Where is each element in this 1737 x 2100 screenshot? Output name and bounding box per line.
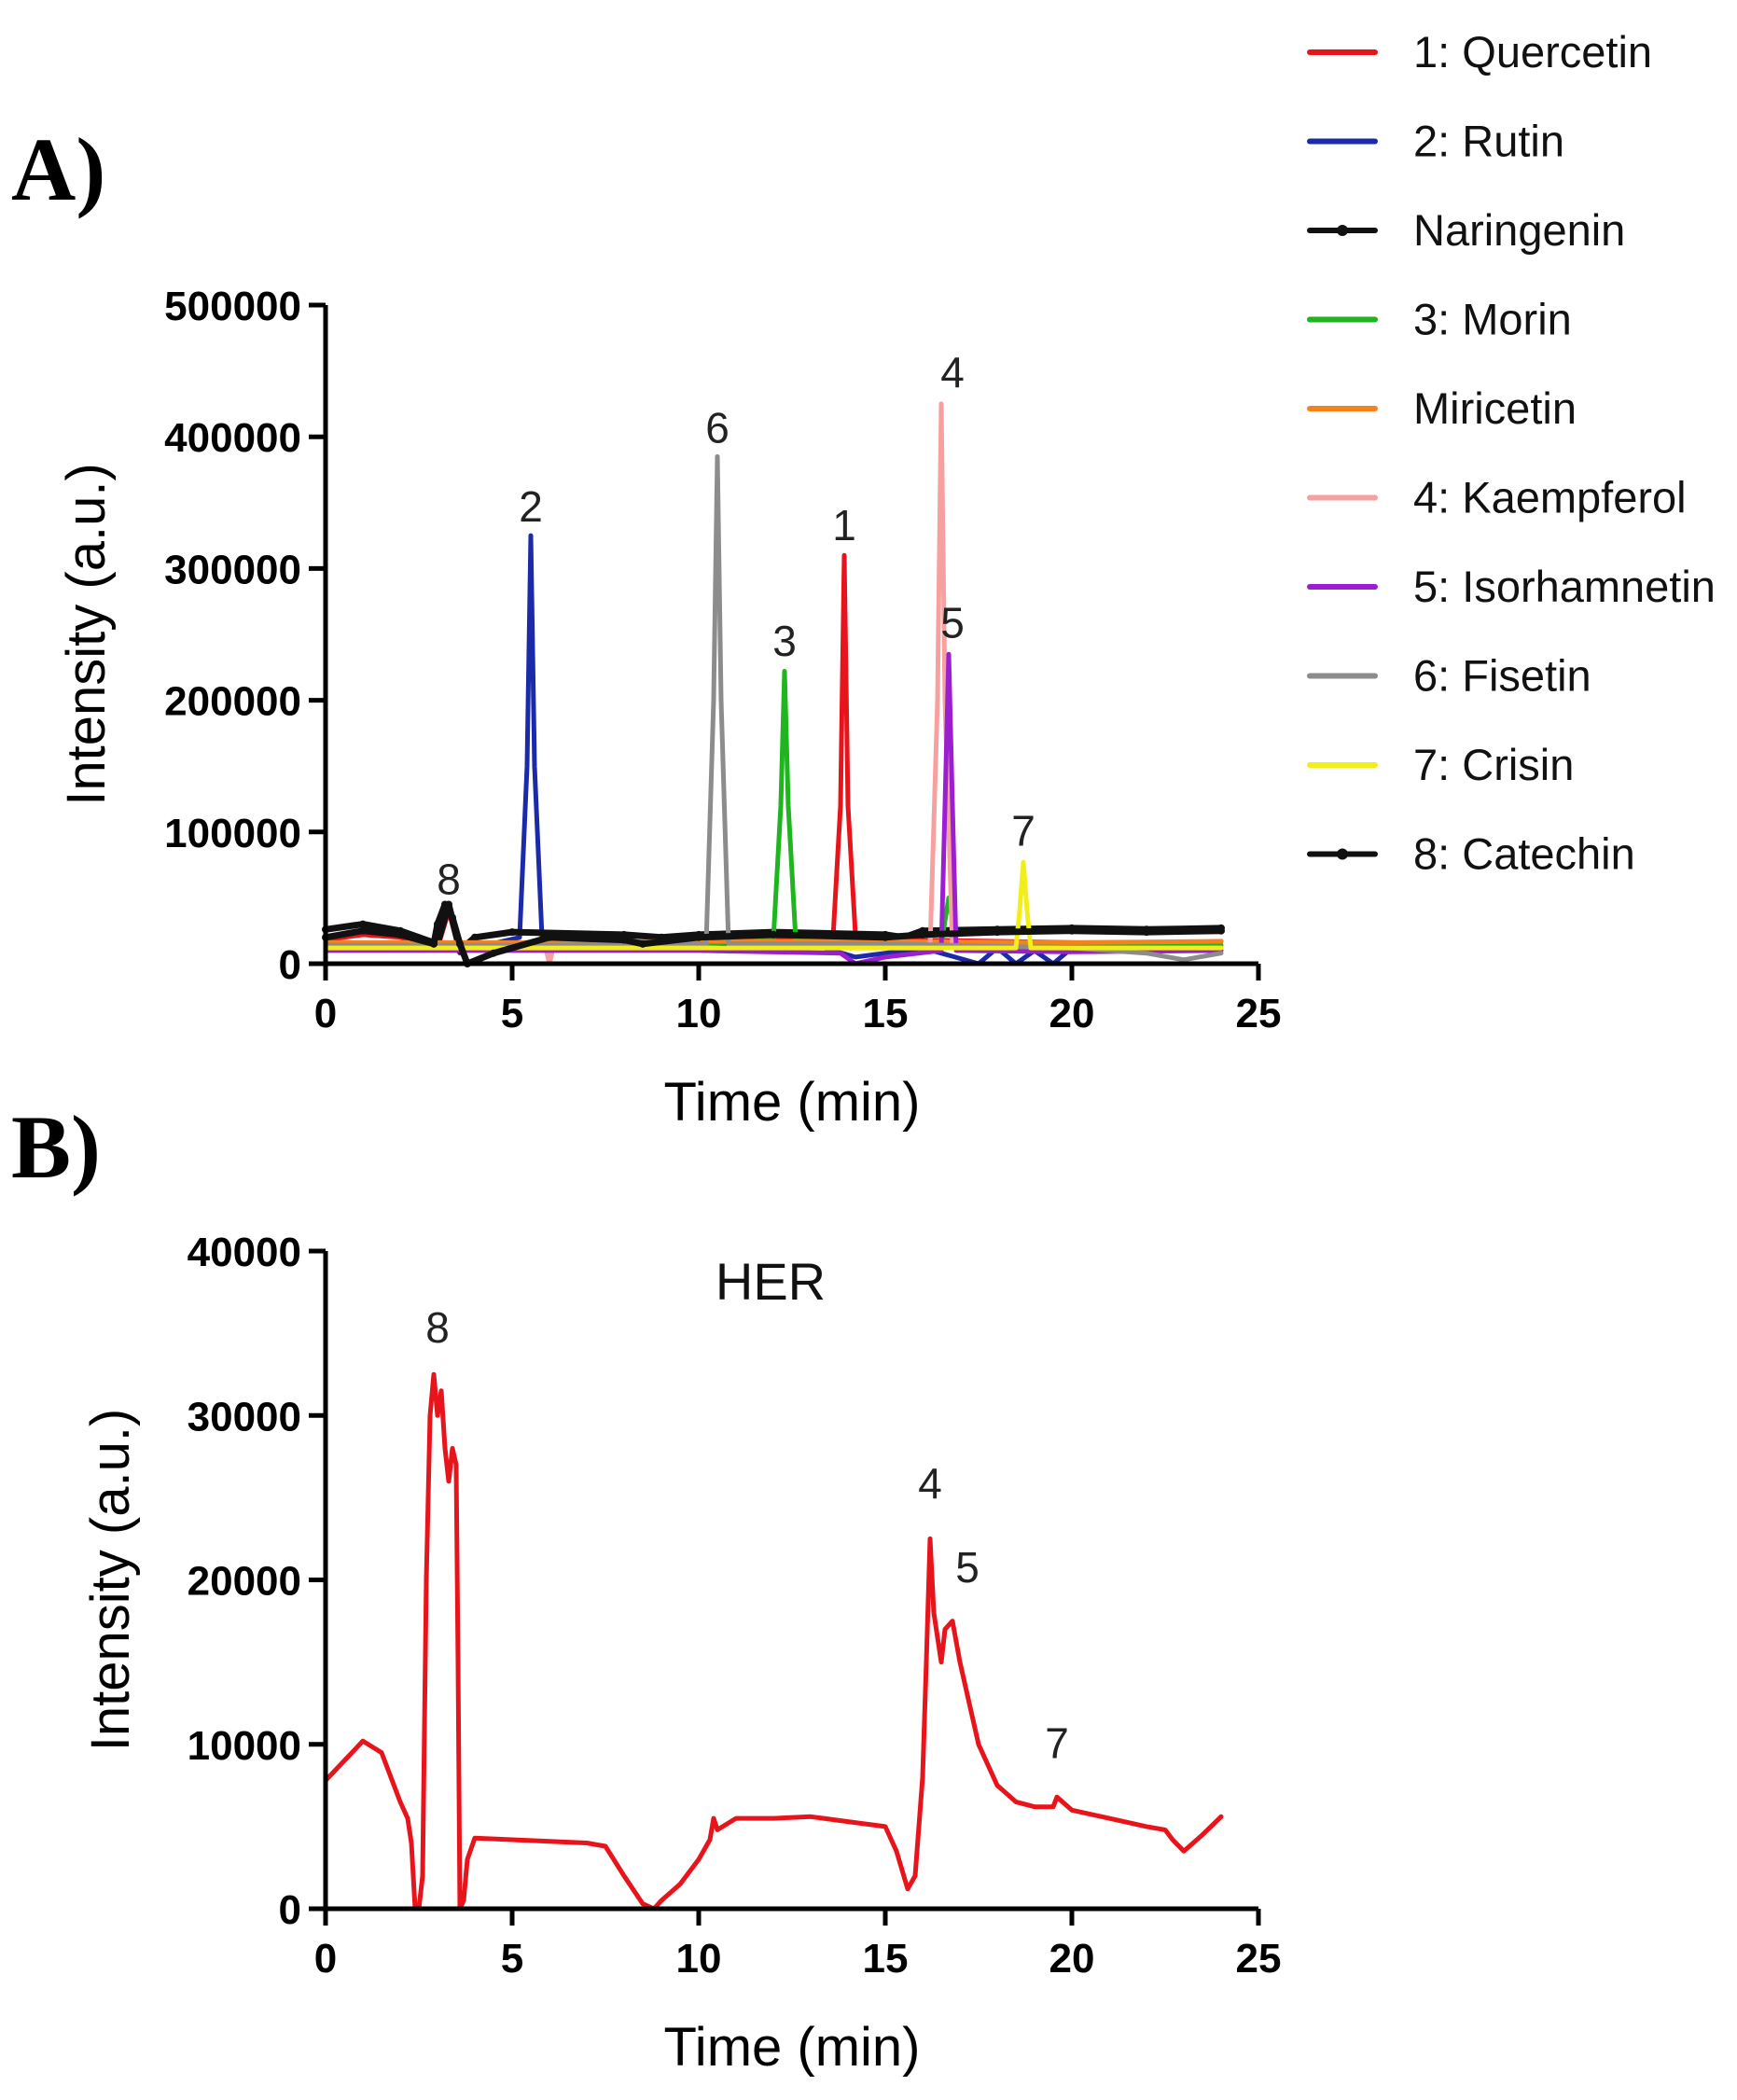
series-point — [441, 900, 449, 909]
series-point — [456, 939, 464, 948]
x-tick-label: 20 — [1049, 1936, 1095, 1982]
peak-label: 4 — [918, 1459, 942, 1508]
legend-label: 8: Catechin — [1413, 829, 1635, 879]
x-tick-label: 10 — [676, 1936, 722, 1982]
legend-item: 3: Morin — [1307, 295, 1572, 344]
series-line-7-crisin — [323, 859, 1224, 951]
x-tick-label: 20 — [1049, 991, 1095, 1036]
series-point — [449, 913, 456, 922]
series-point — [1143, 928, 1150, 937]
y-tick-label: 0 — [279, 942, 301, 988]
legend-label: 6: Fisetin — [1413, 651, 1591, 701]
series-point — [490, 949, 497, 957]
legend-item: 1: Quercetin — [1307, 27, 1652, 76]
y-axis-title: Intensity (a.u.) — [56, 463, 117, 805]
legend-item: 5: Isorhamnetin — [1307, 562, 1716, 611]
legend-marker — [1337, 225, 1348, 236]
legend-item: Miricetin — [1307, 383, 1577, 433]
series-point — [770, 930, 777, 939]
series-point — [882, 933, 889, 941]
legend-item: 8: Catechin — [1307, 829, 1635, 879]
y-tick-label: 400000 — [164, 415, 301, 461]
series-point — [639, 939, 646, 948]
x-tick-label: 0 — [314, 991, 337, 1036]
y-tick-label: 20000 — [188, 1559, 301, 1605]
peak-label: 4 — [940, 348, 965, 396]
legend-label: 2: Rutin — [1413, 117, 1564, 166]
series-point — [359, 926, 367, 935]
x-tick-label: 0 — [314, 1936, 337, 1982]
legend: 1: Quercetin 2: Rutin Naringenin 3: Morin Mi… — [1307, 27, 1716, 879]
legend-item: 6: Fisetin — [1307, 651, 1591, 701]
y-tick-label: 40000 — [188, 1230, 301, 1275]
y-tick-label: 0 — [279, 1887, 301, 1933]
legend-marker — [1337, 848, 1348, 860]
y-tick-label: 500000 — [164, 284, 301, 329]
legend-label: 7: Crisin — [1413, 740, 1574, 789]
peak-label: 5 — [940, 598, 965, 647]
y-tick-label: 300000 — [164, 547, 301, 592]
series-point — [396, 930, 404, 939]
series-point — [919, 930, 926, 939]
legend-label: 5: Isorhamnetin — [1413, 562, 1716, 611]
x-tick-label: 15 — [863, 991, 909, 1036]
x-tick-label: 15 — [863, 1936, 909, 1982]
x-tick-label: 10 — [676, 991, 722, 1036]
series-group — [323, 1371, 1224, 1912]
legend-item: 4: Kaempferol — [1307, 473, 1687, 522]
series-point — [1217, 926, 1225, 935]
series-point — [430, 939, 438, 948]
panel-b: B) 0 5 10 15 20 25 0 10000 20000 30000 40000 Time (m… — [11, 1097, 1281, 2078]
legend-label: 4: Kaempferol — [1413, 473, 1687, 522]
series-point — [1068, 926, 1076, 935]
legend-item: Naringenin — [1307, 205, 1625, 255]
series-line-3-morin — [323, 669, 1224, 948]
x-tick-label: 25 — [1236, 1936, 1282, 1982]
legend-label: Naringenin — [1413, 205, 1625, 255]
series-point — [994, 928, 1001, 937]
y-tick-label: 200000 — [164, 679, 301, 725]
series-line-her — [323, 1371, 1224, 1912]
y-tick-label: 10000 — [188, 1723, 301, 1769]
x-tick-label: 5 — [501, 1936, 523, 1982]
x-tick-label: 5 — [501, 991, 523, 1036]
panel-label: A) — [11, 119, 105, 219]
series-point — [620, 930, 628, 939]
legend-label: 3: Morin — [1413, 295, 1572, 344]
series-point — [546, 933, 553, 941]
legend-item: 7: Crisin — [1307, 740, 1574, 789]
x-axis-title: Time (min) — [664, 2017, 921, 2078]
y-tick-label: 30000 — [188, 1394, 301, 1439]
legend-label: Miricetin — [1413, 383, 1577, 433]
peak-label: 2 — [519, 482, 543, 531]
x-tick-label: 25 — [1236, 991, 1282, 1036]
series-point — [695, 933, 702, 941]
peak-label: 7 — [1011, 806, 1035, 855]
legend-item: 2: Rutin — [1307, 117, 1564, 166]
series-point — [434, 920, 441, 928]
chart-title: HER — [716, 1252, 826, 1311]
panel-a: A)0 5 10 15 20 250100000200000300000400000500… — [11, 119, 1281, 1133]
series-point — [471, 933, 479, 941]
y-axis-title: Intensity (a.u.) — [80, 1409, 141, 1751]
peak-label: 7 — [1045, 1719, 1069, 1768]
y-tick-label: 100000 — [164, 811, 301, 856]
legend-label: 1: Quercetin — [1413, 27, 1652, 76]
peak-label: 5 — [955, 1543, 980, 1592]
peak-label: 8 — [437, 855, 461, 904]
series-group — [322, 401, 1225, 967]
peak-label: 1 — [832, 501, 856, 549]
x-axis-title: Time (min) — [664, 1072, 921, 1133]
peak-label: 8 — [425, 1303, 450, 1352]
series-point — [508, 928, 516, 937]
series-point — [359, 920, 367, 928]
peak-label: 3 — [772, 617, 797, 665]
series-point — [620, 936, 628, 944]
series-line-6-fisetin — [323, 453, 1224, 963]
peak-label: 6 — [705, 403, 730, 452]
panel-label: B) — [11, 1097, 101, 1197]
series-line-miricetin — [323, 939, 1224, 945]
series-line-5-isorhamnetin — [323, 651, 1224, 967]
